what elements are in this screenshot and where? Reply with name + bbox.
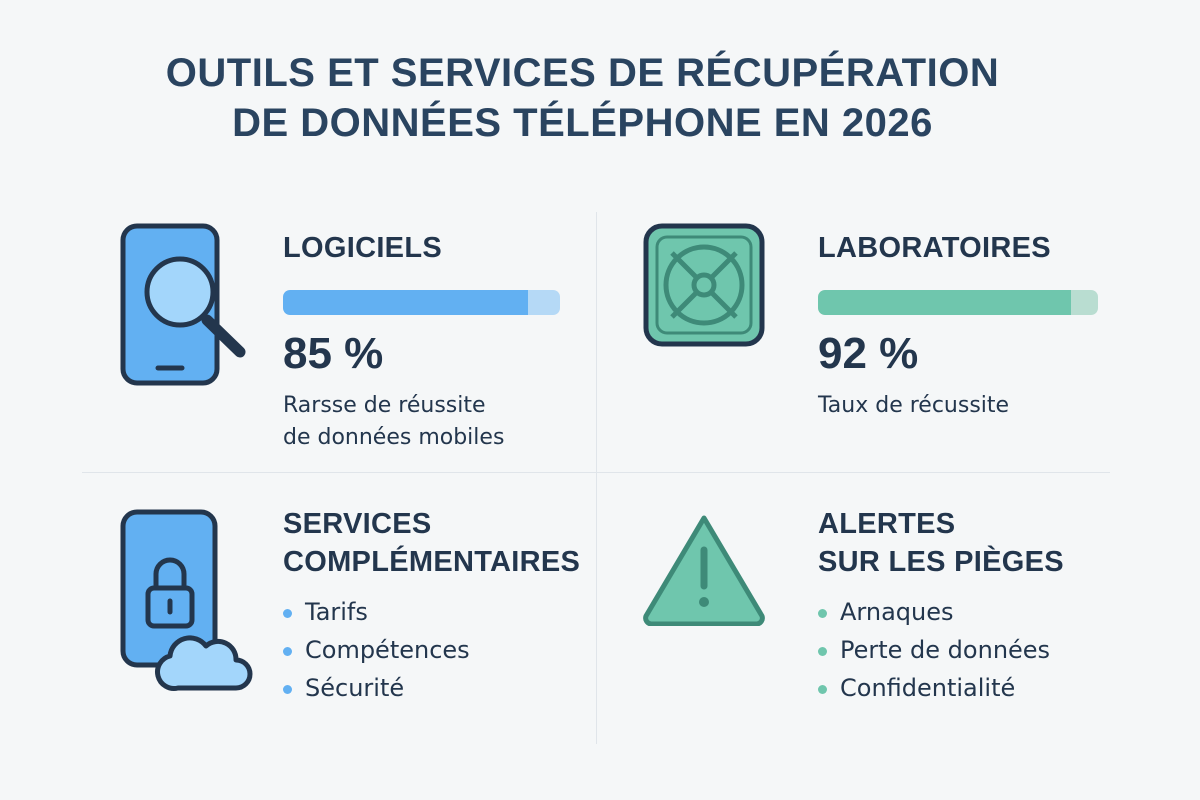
list-item: Compétences [283, 631, 470, 669]
bullet-icon [818, 647, 827, 656]
software-value: 85 % [283, 329, 384, 378]
alerts-heading-line-1: ALERTES [818, 508, 956, 540]
warning-icon [643, 515, 765, 626]
services-heading-line-1: SERVICES [283, 508, 432, 540]
labs-desc-line-1: Taux de récussite [818, 393, 1010, 418]
bullet-icon [283, 609, 292, 618]
labs-heading: LABORATOIRES [818, 232, 1051, 264]
list-item: Sécurité [283, 669, 470, 707]
labs-progress-bar [818, 290, 1098, 315]
list-item-label: Compétences [305, 636, 470, 664]
list-item-label: Tarifs [305, 598, 368, 626]
bullet-icon [818, 685, 827, 694]
alerts-heading-line-2: SUR LES PIÈGES [818, 546, 1064, 578]
alerts-heading: ALERTES SUR LES PIÈGES [818, 505, 1064, 581]
software-description: Rarsse de réussite de données mobiles [283, 390, 504, 454]
bullet-icon [818, 609, 827, 618]
labs-value: 92 % [818, 329, 919, 378]
list-item: Tarifs [283, 593, 470, 631]
horizontal-divider [82, 472, 1110, 473]
bullet-icon [283, 647, 292, 656]
phone-lock-cloud-icon [120, 509, 253, 691]
list-item: Confidentialité [818, 669, 1050, 707]
vertical-divider [596, 212, 597, 744]
software-progress-fill [283, 290, 529, 315]
labs-progress-fill [818, 290, 1072, 315]
services-heading-line-2: COMPLÉMENTAIRES [283, 546, 581, 578]
services-heading: SERVICES COMPLÉMENTAIRES [283, 505, 580, 581]
alerts-list: Arnaques Perte de données Confidentialit… [818, 593, 1050, 707]
safe-icon [643, 223, 765, 347]
labs-description: Taux de récussite [818, 390, 1009, 422]
services-list: Tarifs Compétences Sécurité [283, 593, 470, 707]
title-line-2: DE DONNÉES TÉLÉPHONE EN 2026 [232, 101, 933, 145]
software-heading: LOGICIELS [283, 232, 442, 264]
list-item-label: Sécurité [305, 674, 405, 702]
list-item-label: Confidentialité [840, 674, 1016, 702]
software-desc-line-2: de données mobiles [283, 425, 505, 450]
bullet-icon [283, 685, 292, 694]
title-line-1: OUTILS ET SERVICES DE RÉCUPÉRATION [165, 51, 1000, 95]
list-item: Perte de données [818, 631, 1050, 669]
software-progress-bar [283, 290, 560, 315]
list-item-label: Perte de données [840, 636, 1051, 664]
software-desc-line-1: Rarsse de réussite [283, 393, 486, 418]
list-item: Arnaques [818, 593, 1050, 631]
phone-magnifier-icon [120, 223, 246, 386]
list-item-label: Arnaques [840, 598, 954, 626]
page-title: OUTILS ET SERVICES DE RÉCUPÉRATION DE DO… [0, 48, 1165, 148]
